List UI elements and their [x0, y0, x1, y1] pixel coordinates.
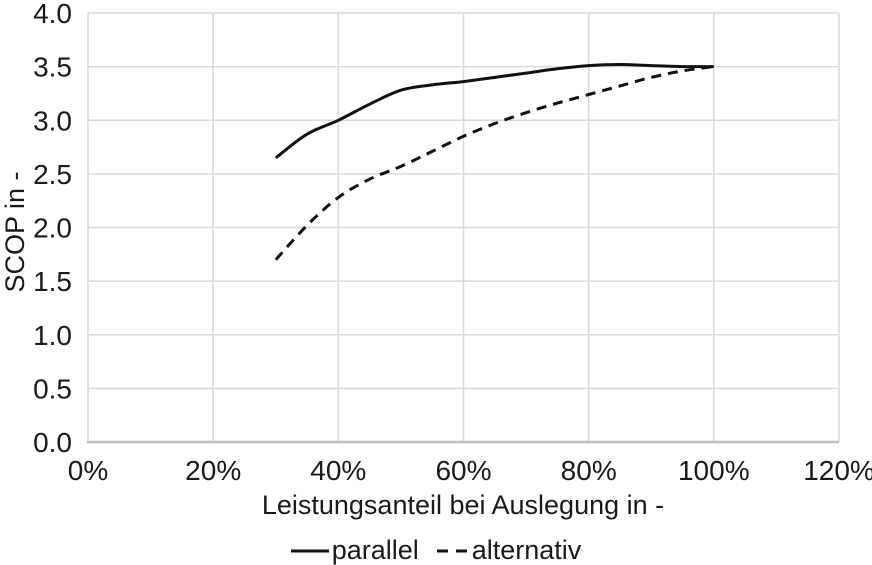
legend: parallel alternativ [0, 535, 872, 565]
y-tick-label: 1.0 [33, 320, 72, 351]
series-line-parallel [274, 63, 714, 159]
y-tick-label: 2.0 [33, 213, 72, 244]
solid-line-swatch-icon [290, 549, 329, 552]
y-tick-label: 3.0 [33, 105, 72, 136]
legend-item-alternativ: alternativ [436, 535, 582, 565]
y-tick-label: 3.5 [33, 52, 72, 83]
legend-label-parallel: parallel [331, 535, 419, 565]
x-tick-label: 20% [185, 455, 241, 486]
dashed-line-swatch-icon [436, 549, 469, 552]
x-tick-label: 80% [561, 455, 617, 486]
series-line-alternativ [274, 65, 715, 261]
x-tick-label: 40% [310, 455, 366, 486]
x-tick-label: 60% [435, 455, 491, 486]
y-tick-label: 0.5 [33, 373, 72, 404]
x-tick-label: 100% [678, 455, 750, 486]
y-tick-label: 0.0 [33, 427, 72, 458]
y-tick-label: 1.5 [33, 266, 72, 297]
legend-label-alternativ: alternativ [471, 535, 582, 565]
y-tick-label: 4.0 [33, 0, 72, 29]
y-tick-label: 2.5 [33, 159, 72, 190]
legend-item-parallel: parallel [290, 535, 419, 565]
x-axis-title: Leistungsanteil bei Auslegung in - [262, 490, 664, 520]
x-tick-label: 0% [68, 455, 108, 486]
x-tick-label: 120% [803, 455, 872, 486]
y-axis-title: SCOP in - [0, 171, 30, 292]
